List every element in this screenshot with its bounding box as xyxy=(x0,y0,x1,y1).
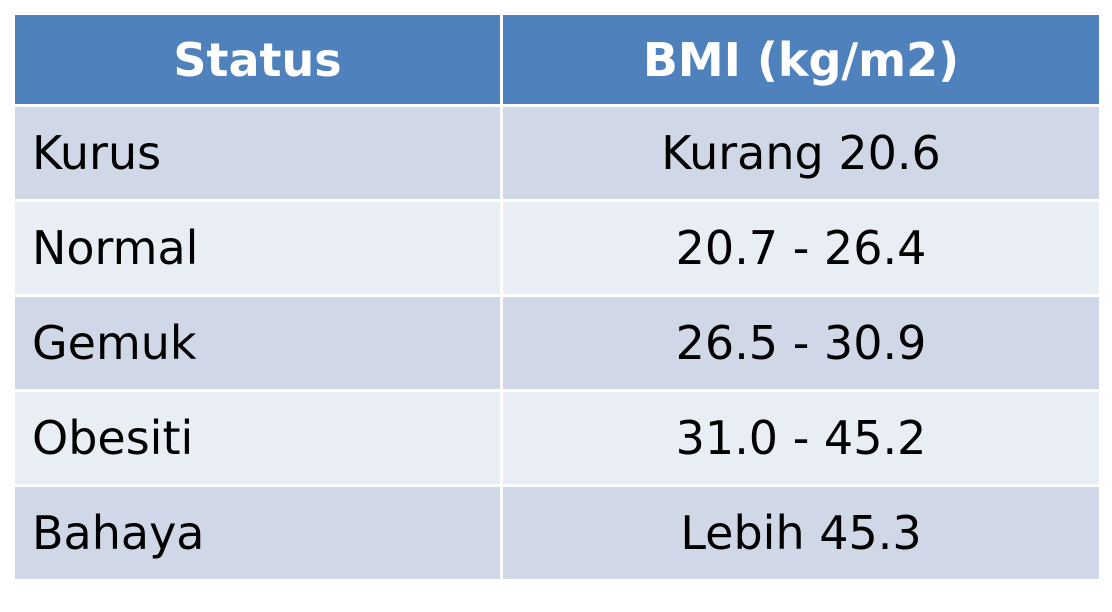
table-row: Bahaya Lebih 45.3 xyxy=(12,484,1102,582)
table-row: Gemuk 26.5 - 30.9 xyxy=(12,294,1102,392)
bmi-cell: 26.5 - 30.9 xyxy=(500,294,1102,392)
table-body: Kurus Kurang 20.6 Normal 20.7 - 26.4 Gemuk 26… xyxy=(12,104,1102,582)
header-row: Status BMI (kg/m2) xyxy=(12,12,1102,107)
bmi-table: Status BMI (kg/m2) Kurus Kurang 20.6 Norma… xyxy=(12,12,1102,582)
table-row: Kurus Kurang 20.6 xyxy=(12,104,1102,202)
status-cell: Normal xyxy=(12,199,503,297)
header-cell: BMI (kg/m2) xyxy=(500,12,1102,107)
header-cell: Status xyxy=(12,12,503,107)
bmi-cell: 20.7 - 26.4 xyxy=(500,199,1102,297)
bmi-cell: Kurang 20.6 xyxy=(500,104,1102,202)
table-row: Obesiti 31.0 - 45.2 xyxy=(12,389,1102,487)
status-cell: Gemuk xyxy=(12,294,503,392)
status-cell: Kurus xyxy=(12,104,503,202)
table-row: Normal 20.7 - 26.4 xyxy=(12,199,1102,297)
bmi-cell: Lebih 45.3 xyxy=(500,484,1102,582)
status-cell: Obesiti xyxy=(12,389,503,487)
status-cell: Bahaya xyxy=(12,484,503,582)
bmi-cell: 31.0 - 45.2 xyxy=(500,389,1102,487)
